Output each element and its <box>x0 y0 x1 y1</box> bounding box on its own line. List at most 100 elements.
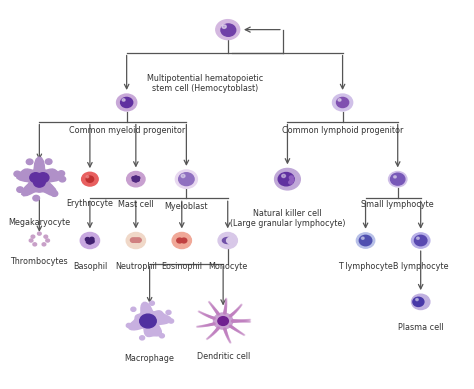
Circle shape <box>201 313 203 314</box>
Text: Dendritic cell: Dendritic cell <box>197 352 250 361</box>
Ellipse shape <box>181 240 183 241</box>
Circle shape <box>218 317 228 326</box>
Circle shape <box>211 334 213 335</box>
Circle shape <box>210 316 211 318</box>
Circle shape <box>203 314 205 315</box>
Circle shape <box>225 331 227 332</box>
Circle shape <box>179 173 194 186</box>
Circle shape <box>136 238 141 242</box>
Circle shape <box>26 159 33 165</box>
Circle shape <box>90 240 94 243</box>
Circle shape <box>82 172 98 186</box>
Circle shape <box>212 333 213 335</box>
Circle shape <box>229 341 230 342</box>
Circle shape <box>224 309 226 310</box>
Circle shape <box>209 337 210 338</box>
Circle shape <box>232 327 234 329</box>
Circle shape <box>210 335 212 336</box>
Circle shape <box>126 233 146 249</box>
Circle shape <box>249 319 250 320</box>
Circle shape <box>240 320 242 321</box>
Circle shape <box>242 333 243 335</box>
Circle shape <box>234 320 236 322</box>
Circle shape <box>236 320 238 322</box>
Circle shape <box>204 325 206 326</box>
Circle shape <box>201 326 202 327</box>
Circle shape <box>226 301 227 302</box>
Circle shape <box>217 313 219 315</box>
Circle shape <box>239 321 241 322</box>
Circle shape <box>205 325 207 326</box>
Circle shape <box>230 314 232 316</box>
Circle shape <box>224 311 226 313</box>
Circle shape <box>211 323 213 325</box>
Circle shape <box>228 340 230 341</box>
Circle shape <box>215 310 217 311</box>
Circle shape <box>233 312 235 314</box>
Circle shape <box>207 338 208 339</box>
Circle shape <box>221 24 236 36</box>
Circle shape <box>120 97 133 107</box>
Circle shape <box>216 329 218 330</box>
Circle shape <box>172 233 191 249</box>
Circle shape <box>33 243 36 246</box>
Circle shape <box>216 312 219 314</box>
Circle shape <box>229 315 232 317</box>
Circle shape <box>177 238 182 243</box>
Circle shape <box>237 321 239 322</box>
Circle shape <box>235 320 237 322</box>
Circle shape <box>243 320 245 321</box>
Circle shape <box>169 319 173 323</box>
Circle shape <box>235 311 236 312</box>
Circle shape <box>197 326 198 327</box>
Circle shape <box>212 323 214 325</box>
Circle shape <box>37 173 49 182</box>
Circle shape <box>240 321 242 322</box>
Circle shape <box>208 324 210 326</box>
Circle shape <box>214 308 216 310</box>
Circle shape <box>224 329 226 331</box>
Circle shape <box>34 177 45 187</box>
Circle shape <box>198 326 199 327</box>
Circle shape <box>244 321 246 322</box>
Circle shape <box>212 317 214 319</box>
Circle shape <box>216 311 218 313</box>
Ellipse shape <box>134 240 136 241</box>
Circle shape <box>59 176 65 182</box>
Circle shape <box>234 328 236 329</box>
Circle shape <box>239 320 241 321</box>
Circle shape <box>233 328 235 329</box>
Circle shape <box>211 305 212 306</box>
Circle shape <box>248 321 249 322</box>
Circle shape <box>217 327 219 329</box>
Circle shape <box>226 298 227 299</box>
Text: Thrombocytes: Thrombocytes <box>10 257 68 266</box>
Circle shape <box>332 94 353 111</box>
Circle shape <box>224 310 226 312</box>
Circle shape <box>166 310 171 314</box>
Circle shape <box>241 320 243 321</box>
Circle shape <box>201 312 202 313</box>
Circle shape <box>238 331 239 332</box>
Circle shape <box>228 337 229 338</box>
Circle shape <box>209 301 210 302</box>
Circle shape <box>337 97 349 107</box>
Text: Mast cell: Mast cell <box>118 200 154 209</box>
Circle shape <box>338 99 341 101</box>
Circle shape <box>122 99 125 101</box>
Circle shape <box>208 315 210 317</box>
Circle shape <box>44 235 47 238</box>
Circle shape <box>181 238 187 243</box>
Circle shape <box>413 297 424 307</box>
Circle shape <box>236 330 237 331</box>
Circle shape <box>235 329 236 330</box>
Circle shape <box>216 329 218 331</box>
Circle shape <box>175 170 197 188</box>
Circle shape <box>136 179 139 181</box>
Text: Plasma cell: Plasma cell <box>398 323 444 332</box>
Circle shape <box>232 313 234 315</box>
Text: Myeloblast: Myeloblast <box>164 202 208 211</box>
Text: Eosinophil: Eosinophil <box>161 262 202 271</box>
Circle shape <box>206 324 208 326</box>
Circle shape <box>233 320 235 322</box>
